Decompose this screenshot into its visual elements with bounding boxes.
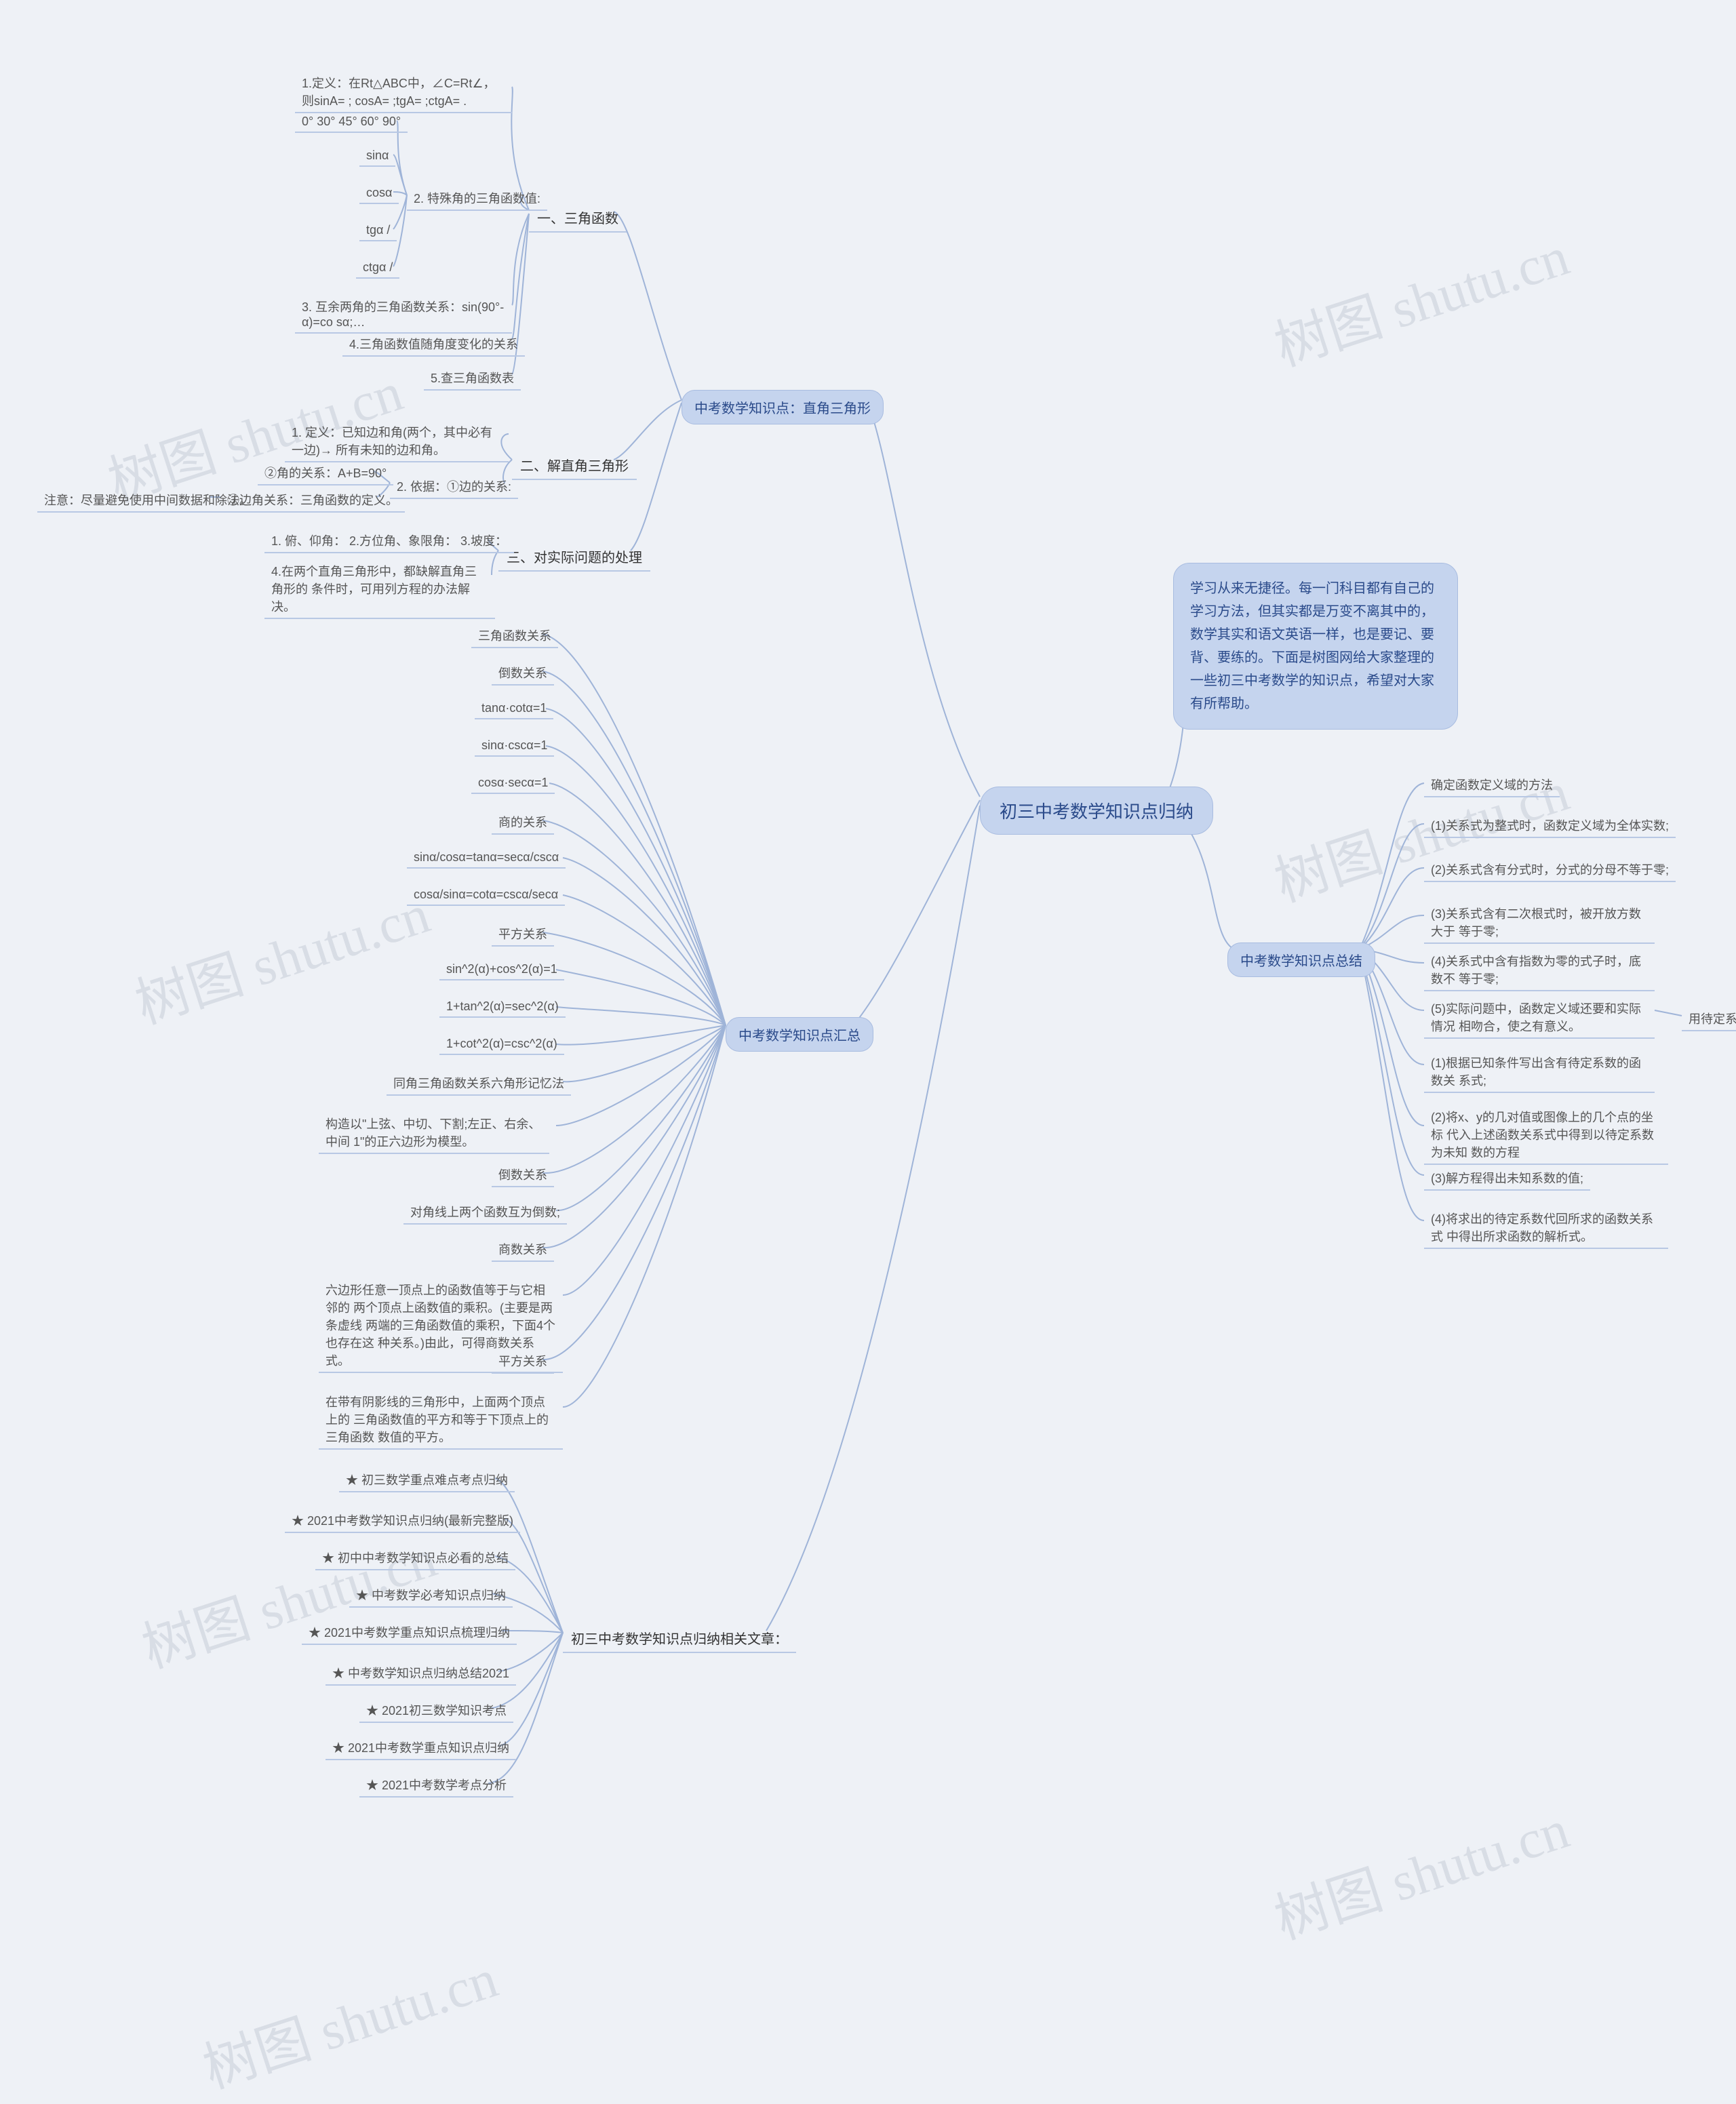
summary-item: (1)关系式为整式时，函数定义域为全体实数; [1424, 814, 1676, 838]
related-item[interactable]: ★ 中考数学必考知识点归纳 [349, 1583, 513, 1608]
rt-leaf: 1. 定义：已知边和角(两个，其中必有一边)→ 所有未知的边和角。 [285, 420, 509, 462]
rt-section-3[interactable]: 三、对实际问题的处理 [498, 542, 650, 572]
branch-rt[interactable]: 中考数学知识点：直角三角形 [682, 390, 884, 424]
compile-item: 1+cot^2(α)=csc^2(α) [439, 1034, 564, 1055]
related-item[interactable]: ★ 2021中考数学重点知识点梳理归纳 [302, 1621, 517, 1645]
watermark: 树图 shutu.cn [124, 870, 438, 1039]
watermark: 树图 shutu.cn [192, 1934, 506, 2103]
rt-leaf: 2. 依据：①边的关系: [390, 475, 518, 499]
compile-item: 平方关系 [492, 922, 554, 947]
compile-item: sinα/cosα=tanα=secα/cscα [407, 848, 566, 869]
compile-item: 倒数关系 [492, 661, 554, 686]
rt-leaf-note: 注意：尽量避免使用中间数据和除法。 [37, 488, 258, 513]
summary-item-sub: 用待定系数法确定函数解析式的一般步骤 [1682, 1007, 1736, 1031]
rt-leaf: 2. 特殊角的三角函数值: [407, 186, 547, 211]
related-item[interactable]: ★ 2021中考数学知识点归纳(最新完整版) [285, 1509, 520, 1533]
watermark: 树图 shutu.cn [1263, 1785, 1577, 1954]
summary-item: (5)实际问题中，函数定义域还要和实际情况 相吻合，使之有意义。 [1424, 997, 1655, 1039]
summary-item: 确定函数定义域的方法 [1424, 773, 1560, 797]
compile-item: 在带有阴影线的三角形中，上面两个顶点上的 三角函数值的平方和等于下顶点上的三角函… [319, 1390, 563, 1450]
root-node[interactable]: 初三中考数学知识点归纳 [980, 787, 1213, 835]
rt-leaf: ②角的关系：A+B=90° [258, 461, 393, 485]
summary-item: (4)关系式中含有指数为零的式子时，底数不 等于零; [1424, 949, 1655, 991]
compile-item: 同角三角函数关系六角形记忆法 [387, 1071, 571, 1096]
rt-leaf: 4.三角函数值随角度变化的关系 [342, 332, 525, 357]
watermark: 树图 shutu.cn [1263, 212, 1577, 381]
rt-section-2[interactable]: 二、解直角三角形 [512, 451, 637, 480]
compile-item: tanα·cotα=1 [475, 698, 553, 719]
compile-item: 对角线上两个函数互为倒数; [403, 1200, 567, 1225]
rt-leaf: 0° 30° 45° 60° 90° [295, 112, 408, 133]
compile-item: cosα/sinα=cotα=cscα/secα [407, 885, 565, 906]
compile-item: 平方关系 [492, 1349, 554, 1374]
summary-item: (2)关系式含有分式时，分式的分母不等于零; [1424, 858, 1676, 882]
summary-item: (4)将求出的待定系数代回所求的函数关系式 中得出所求函数的解析式。 [1424, 1207, 1668, 1249]
rt-leaf: 1.定义：在Rt△ABC中，∠C=Rt∠，则sinA= ; cosA= ;tgA… [295, 71, 512, 113]
compile-item: 倒数关系 [492, 1163, 554, 1187]
intro-box: 学习从来无捷径。每一门科目都有自己的学习方法，但其实都是万变不离其中的，数学其实… [1173, 563, 1458, 730]
compile-item: 三角函数关系 [471, 624, 558, 648]
related-item[interactable]: ★ 2021中考数学重点知识点归纳 [326, 1736, 516, 1760]
rt-leaf: tgα / [359, 220, 397, 241]
related-item[interactable]: ★ 初三数学重点难点考点归纳 [339, 1468, 515, 1492]
rt-leaf: sinα [359, 146, 395, 167]
related-item[interactable]: ★ 2021中考数学考点分析 [359, 1773, 513, 1798]
compile-item: 商数关系 [492, 1237, 554, 1262]
related-item[interactable]: ★ 中考数学知识点归纳总结2021 [326, 1661, 516, 1686]
summary-item: (2)将x、y的几对值或图像上的几个点的坐标 代入上述函数关系式中得到以待定系数… [1424, 1105, 1668, 1165]
rt-leaf: 5.查三角函数表 [424, 366, 521, 391]
compile-item: 构造以"上弦、中切、下割;左正、右余、中间 1"的正六边形为模型。 [319, 1112, 549, 1154]
rt-leaf: ctgα / [356, 258, 399, 279]
compile-item: 商的关系 [492, 810, 554, 835]
summary-item: (3)解方程得出未知系数的值; [1424, 1166, 1590, 1191]
compile-item: 1+tan^2(α)=sec^2(α) [439, 997, 566, 1018]
summary-item: (1)根据已知条件写出含有待定系数的函数关 系式; [1424, 1051, 1655, 1093]
rt-leaf: cosα [359, 183, 399, 204]
compile-item: cosα·secα=1 [471, 773, 555, 794]
compile-item: sinα·cscα=1 [475, 736, 554, 757]
branch-compile[interactable]: 中考数学知识点汇总 [726, 1017, 873, 1052]
rt-leaf: 4.在两个直角三角形中，都缺解直角三角形的 条件时，可用列方程的办法解决。 [264, 559, 495, 619]
related-item[interactable]: ★ 初中中考数学知识点必看的总结 [315, 1546, 515, 1570]
branch-related[interactable]: 初三中考数学知识点归纳相关文章： [563, 1624, 796, 1653]
branch-summary[interactable]: 中考数学知识点总结 [1227, 942, 1375, 977]
compile-item: sin^2(α)+cos^2(α)=1 [439, 959, 564, 980]
rt-leaf: 3. 互余两角的三角函数关系：sin(90°-α)=co sα;… [295, 295, 512, 334]
summary-item: (3)关系式含有二次根式时，被开放方数大于 等于零; [1424, 902, 1655, 944]
related-item[interactable]: ★ 2021初三数学知识考点 [359, 1699, 513, 1723]
rt-leaf: 1. 俯、仰角： 2.方位角、象限角： 3.坡度： [264, 529, 514, 553]
